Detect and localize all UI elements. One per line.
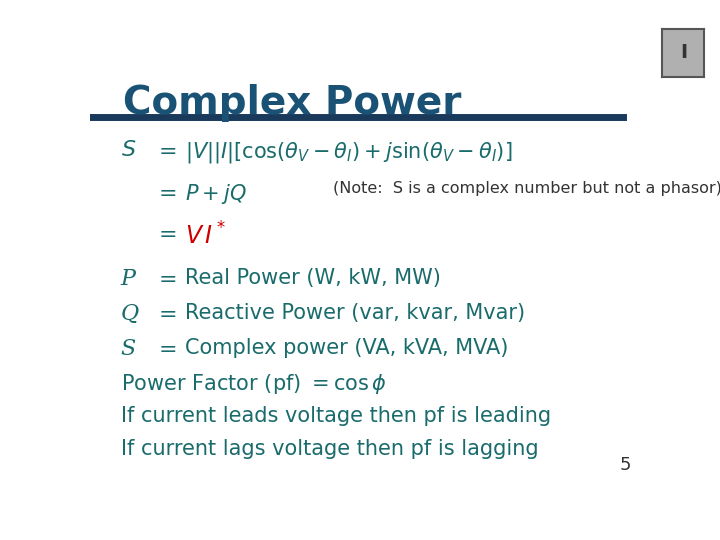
Text: $S$: $S$ (121, 140, 136, 160)
Text: $=$: $=$ (154, 338, 176, 357)
Text: Complex power (VA, kVA, MVA): Complex power (VA, kVA, MVA) (185, 338, 508, 357)
Text: $=$: $=$ (154, 182, 176, 202)
Text: 5: 5 (620, 456, 631, 474)
Text: S: S (121, 338, 136, 360)
Text: Power Factor (pf) $= \cos\phi$: Power Factor (pf) $= \cos\phi$ (121, 373, 387, 396)
Text: $P + jQ$: $P + jQ$ (185, 182, 246, 206)
Text: $=$: $=$ (154, 223, 176, 243)
Text: $=$: $=$ (154, 302, 176, 322)
Text: $V\,I^*$: $V\,I^*$ (185, 222, 226, 249)
Text: $|V||I|[\cos(\theta_V - \theta_I) + j\sin(\theta_V - \theta_I)]$: $|V||I|[\cos(\theta_V - \theta_I) + j\si… (185, 140, 513, 165)
Text: (Note:  S is a complex number but not a phasor): (Note: S is a complex number but not a p… (333, 181, 720, 196)
Text: If current leads voltage then pf is leading: If current leads voltage then pf is lead… (121, 406, 551, 426)
Text: Complex Power: Complex Power (124, 84, 462, 122)
Text: $=$: $=$ (154, 140, 176, 160)
Text: Q: Q (121, 302, 139, 325)
Text: $=$: $=$ (154, 268, 176, 288)
Text: Reactive Power (var, kvar, Mvar): Reactive Power (var, kvar, Mvar) (185, 302, 525, 322)
Text: P: P (121, 268, 135, 290)
Text: If current lags voltage then pf is lagging: If current lags voltage then pf is laggi… (121, 439, 539, 459)
Text: $\mathbf{I}$: $\mathbf{I}$ (680, 43, 687, 63)
Text: Real Power (W, kW, MW): Real Power (W, kW, MW) (185, 268, 441, 288)
